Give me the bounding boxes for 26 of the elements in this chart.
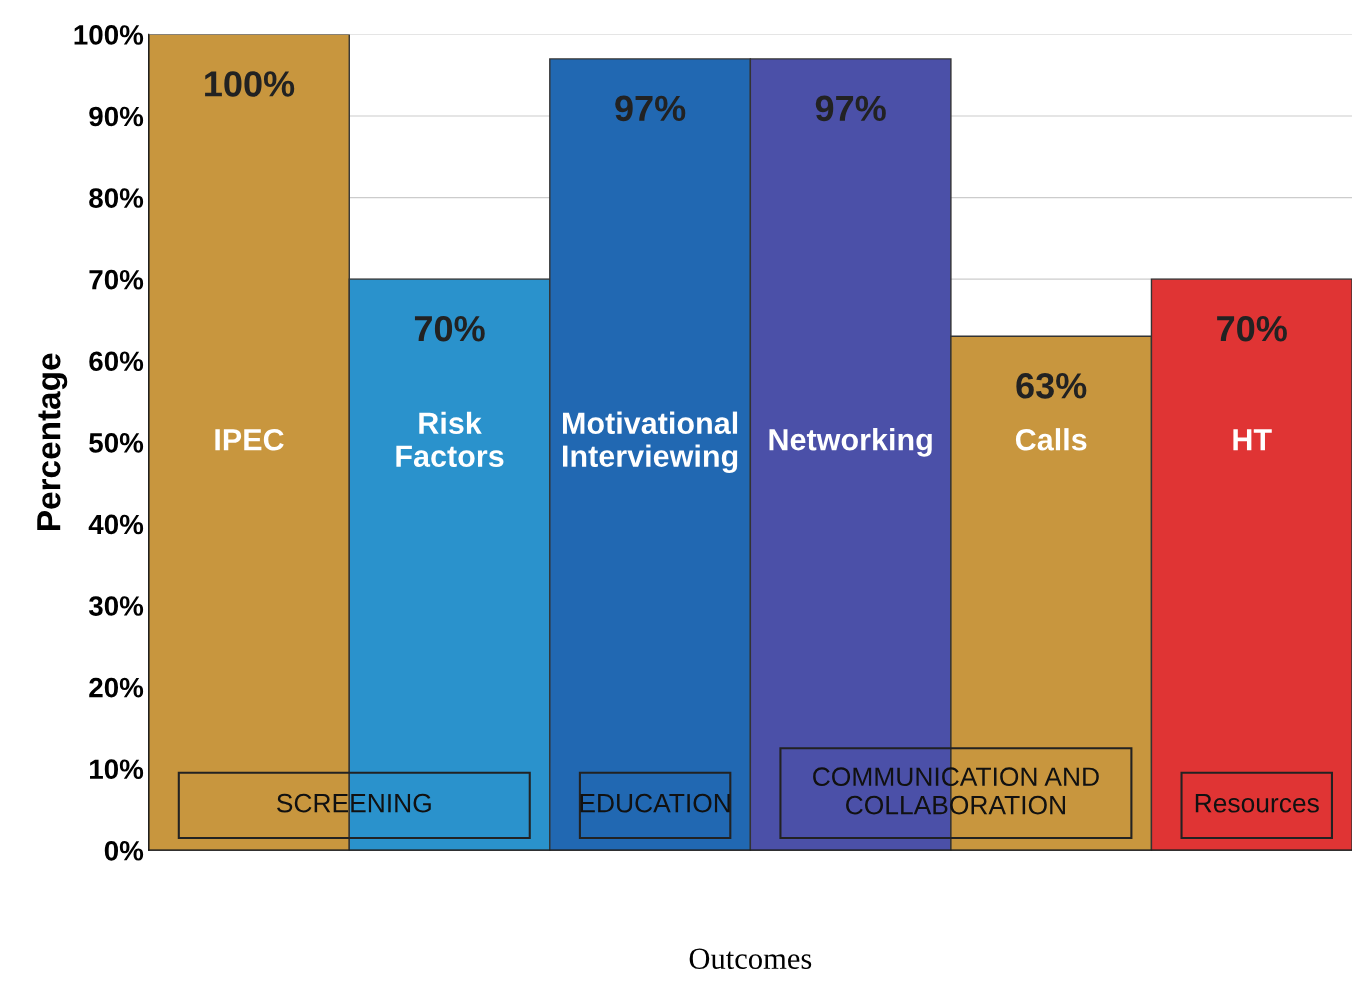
x-tick-label: IPEC xyxy=(215,428,284,451)
y-tick-label: 80% xyxy=(89,188,144,208)
y-tick-label: 90% xyxy=(89,106,144,127)
data-label: 100% xyxy=(205,71,295,97)
y-tick-label: 30% xyxy=(88,596,144,616)
y-axis-title: Percentage xyxy=(37,353,68,530)
x-tick-label: HT xyxy=(1233,429,1272,451)
data-label: 63% xyxy=(1016,373,1087,399)
y-tick-label: 0% xyxy=(104,840,144,861)
x-tick-label: Risk Factors xyxy=(396,411,504,468)
data-label: 70% xyxy=(1217,315,1287,342)
data-label: 70% xyxy=(414,315,485,342)
y-tick-label: 40% xyxy=(88,514,144,535)
y-tick-label: 100% xyxy=(74,25,144,45)
x-tick-label: Calls xyxy=(1015,428,1087,451)
data-label: 97% xyxy=(815,95,886,122)
y-tick-label: 60% xyxy=(89,351,144,372)
y-tick-label: 10% xyxy=(90,759,144,780)
y-tick-label: 20% xyxy=(89,677,144,698)
y-tick-label: 70% xyxy=(89,269,144,290)
annotation: Resources xyxy=(1195,794,1319,813)
x-tick-label: Networking xyxy=(769,428,932,457)
x-tick-label: Motivational Interviewing xyxy=(563,411,738,474)
x-axis-title: Outcomes xyxy=(689,948,812,970)
y-tick-label: 50% xyxy=(89,433,144,453)
data-label: 97% xyxy=(615,95,686,122)
